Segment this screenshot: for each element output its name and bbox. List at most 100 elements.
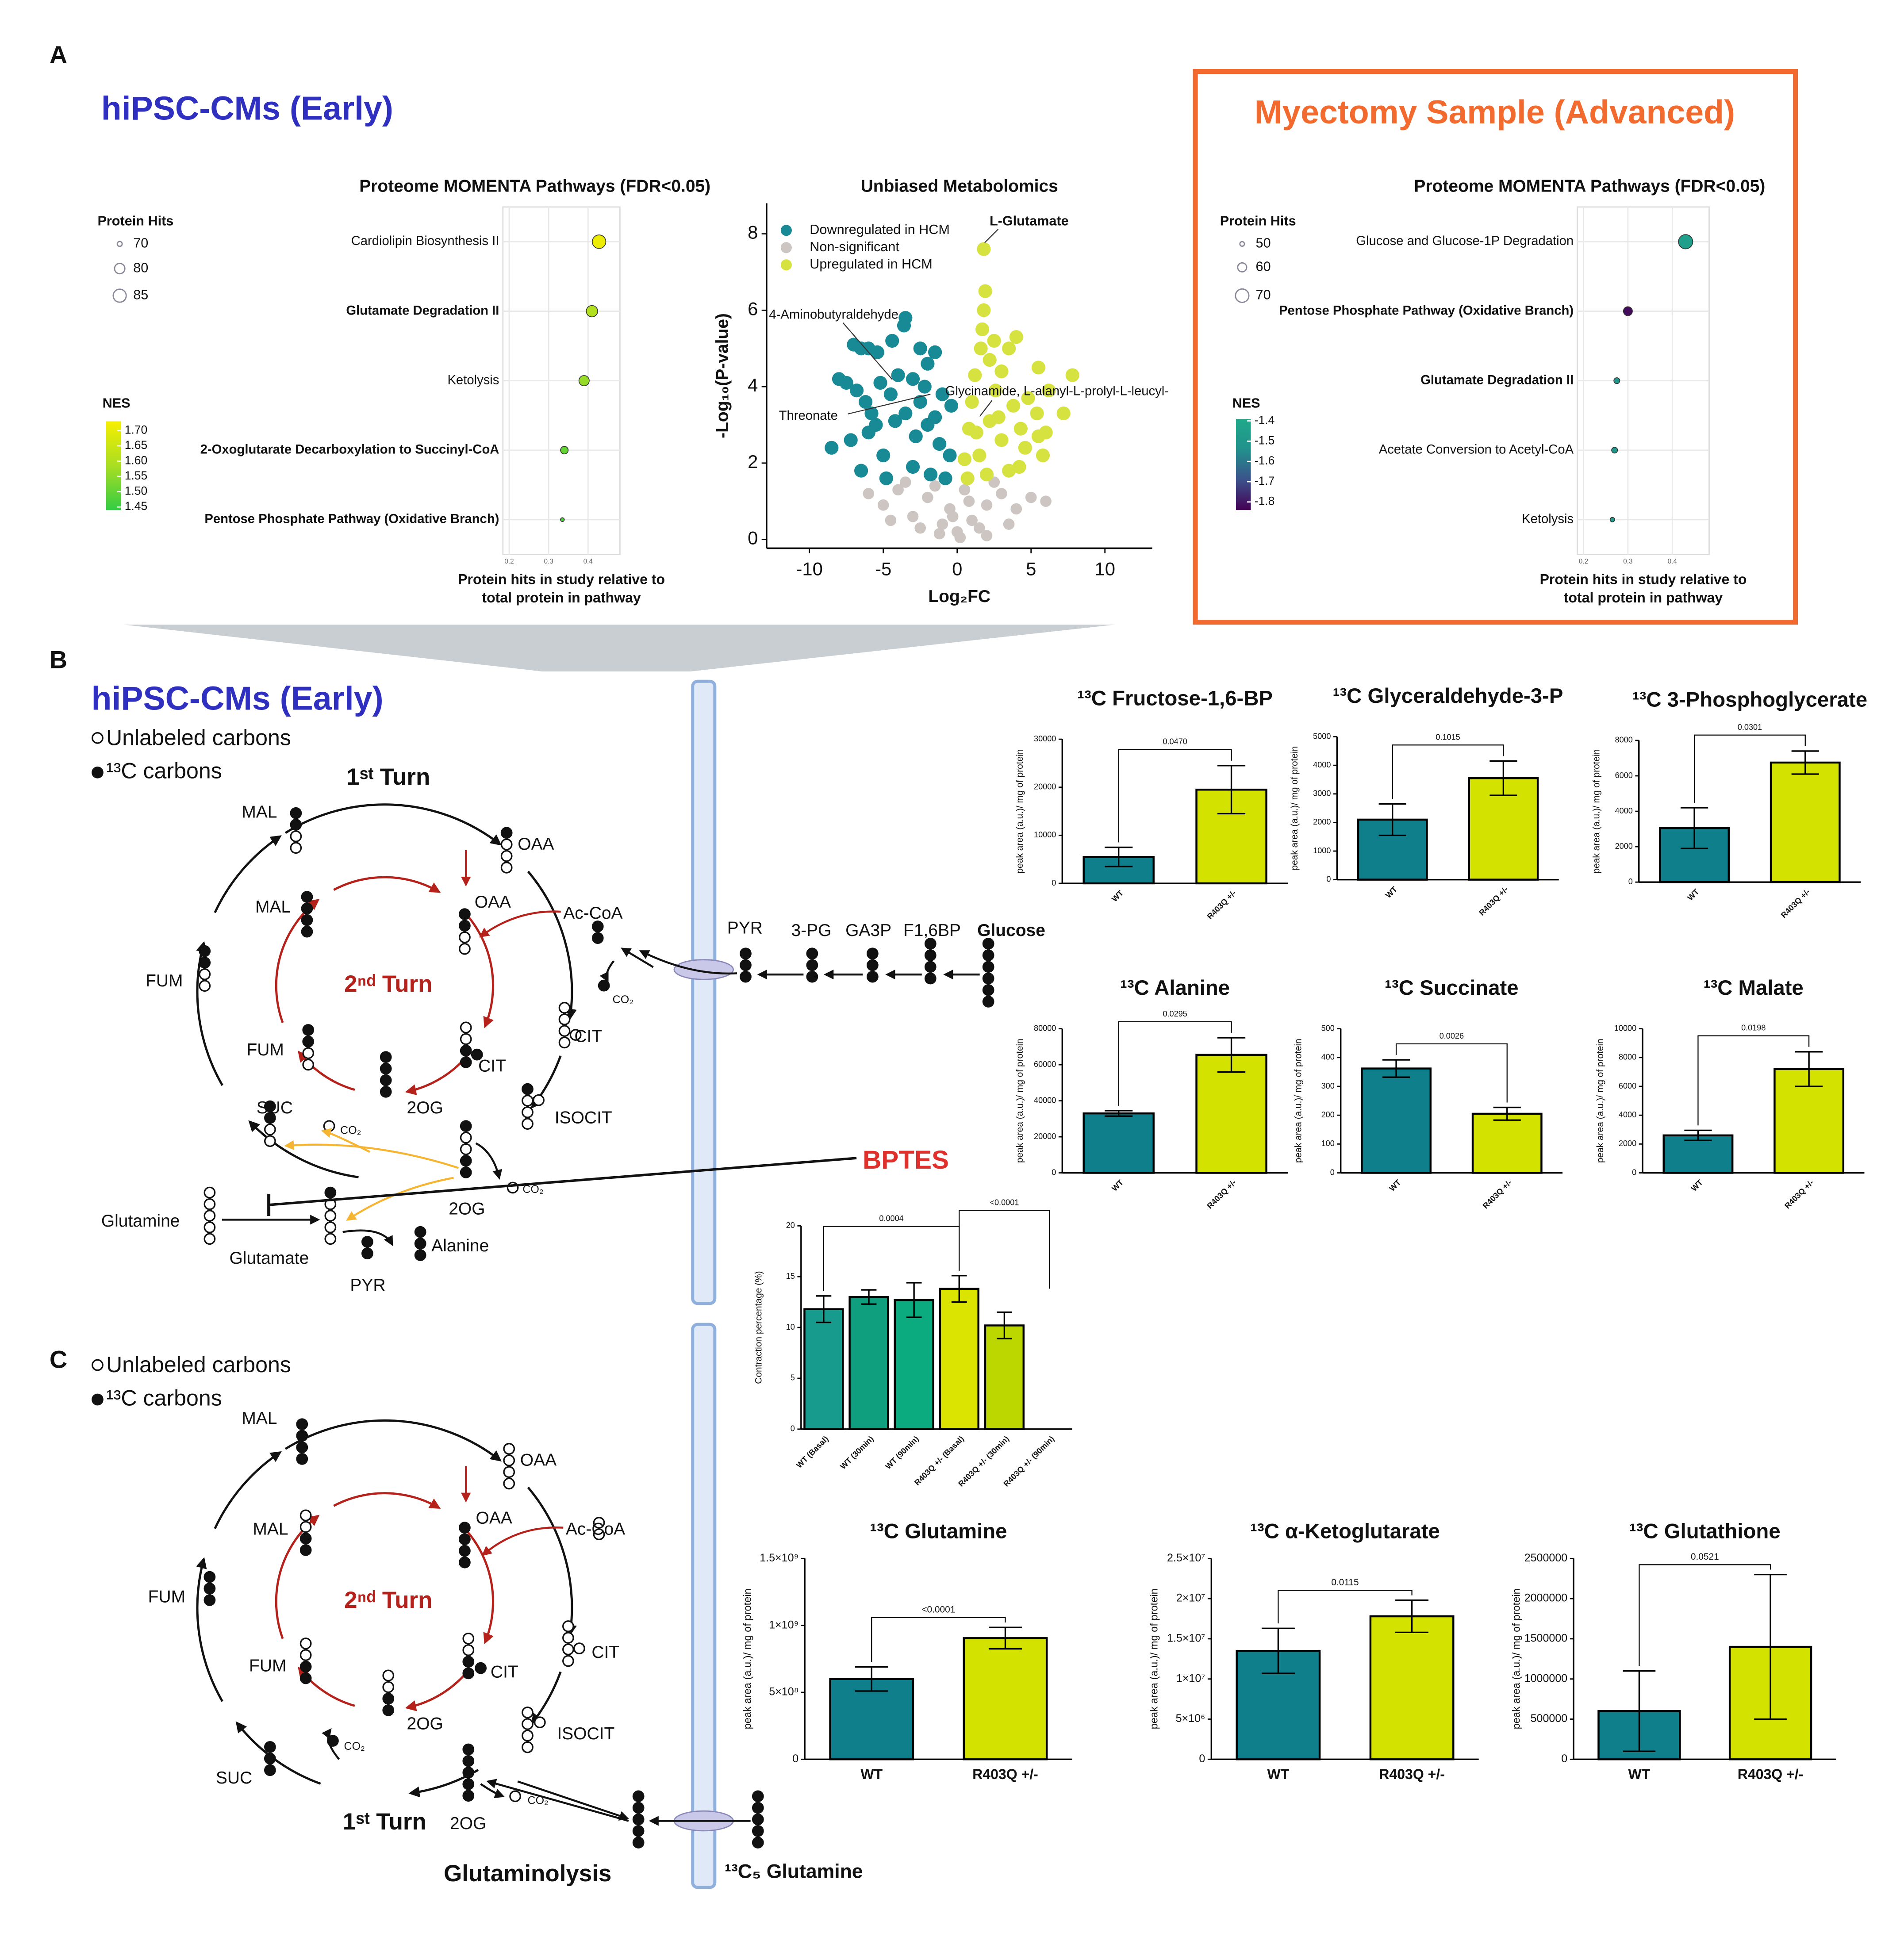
bar: [829, 1678, 914, 1760]
arrow: [321, 1128, 370, 1153]
y-tick-label: 4000: [1615, 806, 1633, 815]
point: [996, 488, 1007, 499]
colorbar-label: -1.7: [1255, 474, 1275, 487]
point: [928, 410, 942, 424]
diagram-label: CO₂: [613, 993, 633, 1006]
x-tick-label: WT: [1267, 1766, 1289, 1782]
x-tick-label: WT: [860, 1766, 883, 1782]
carbon-unlabeled: [562, 1643, 574, 1656]
carbon-unlabeled: [92, 1359, 104, 1371]
carbon-labeled: [264, 1764, 276, 1776]
y-tick-label: 80000: [1034, 1024, 1056, 1032]
carbon-unlabeled: [522, 1094, 534, 1107]
chart-title: ¹³C Alanine: [1120, 976, 1230, 1000]
y-tick-label: 10: [786, 1323, 795, 1331]
point: [929, 480, 941, 492]
point: [1013, 422, 1028, 436]
carbon-labeled: [462, 1766, 475, 1779]
point: [839, 376, 853, 390]
chart-title: ¹³C α-Ketoglutarate: [1250, 1519, 1440, 1543]
carbon-labeled: [460, 1154, 472, 1167]
membrane: [691, 1323, 717, 1889]
legend-label: 50: [1256, 236, 1271, 251]
arrow: [214, 1451, 282, 1529]
carbon-unlabeled: [302, 1047, 315, 1059]
point: [859, 395, 873, 409]
carbon-unlabeled: [569, 1029, 582, 1041]
y-tick-label: 3000: [1313, 789, 1331, 798]
carbon-unlabeled: [199, 980, 211, 992]
carbon-unlabeled: [503, 1477, 515, 1490]
legend-marker: [780, 259, 792, 271]
arrow: [527, 1486, 577, 1636]
carbon-labeled: [301, 925, 313, 938]
leader-line: [848, 394, 931, 414]
point: [966, 514, 978, 526]
diagram-label: FUM: [146, 971, 183, 990]
category-label: Glutamate Degradation II: [346, 303, 499, 318]
y-axis-label: peak area (a.u.)/ mg of protein: [1595, 1039, 1605, 1163]
diagram-label: MAL: [255, 897, 291, 917]
point: [1036, 448, 1050, 463]
y-tick-label: 5: [791, 1373, 795, 1382]
y-tick-label: 5×10⁶: [1176, 1712, 1205, 1725]
legend-label: ¹³C carbons: [106, 1385, 222, 1410]
x-tick-label: R403Q +/-: [972, 1766, 1038, 1782]
point: [977, 303, 991, 317]
legend-label: Unlabeled carbons: [106, 1352, 291, 1377]
carbon-unlabeled: [290, 842, 302, 854]
carbon-unlabeled: [382, 1669, 395, 1682]
carbon-unlabeled: [460, 1021, 472, 1034]
carbon-labeled: [324, 1186, 337, 1199]
carbon-labeled: [806, 959, 818, 971]
point: [975, 322, 990, 337]
y-tick-label: 6000: [1615, 771, 1633, 780]
significance-bracket: [1639, 1564, 1771, 1666]
carbon-labeled: [92, 766, 104, 779]
point: [977, 242, 991, 256]
legend-label: Non-significant: [810, 239, 899, 254]
point: [973, 522, 985, 534]
carbon-labeled: [982, 972, 994, 985]
carbon-unlabeled: [264, 1135, 276, 1147]
carbon-unlabeled: [299, 1509, 312, 1522]
category-label: Ketolysis: [447, 373, 499, 387]
significance-bracket: [1693, 734, 1806, 803]
carbon-labeled: [459, 1522, 471, 1534]
highlight-box: [1193, 69, 1798, 625]
carbon-unlabeled: [562, 1655, 574, 1667]
diagram-label: CO₂: [340, 1124, 361, 1136]
carbon-labeled: [460, 1044, 472, 1057]
arrow: [284, 1140, 459, 1169]
diagram-label: Glutaminolysis: [444, 1860, 611, 1887]
bar: [1662, 1134, 1734, 1174]
x-tick-label: 10: [1094, 559, 1115, 579]
arrow: [599, 960, 615, 983]
bar: [848, 1296, 889, 1431]
chart-title: Unbiased Metabolomics: [861, 177, 1058, 196]
x-tick-label: WT: [1628, 1766, 1651, 1782]
carbon-labeled: [299, 1544, 312, 1556]
bar: [963, 1637, 1048, 1760]
point: [1065, 368, 1079, 382]
carbon-labeled: [299, 1672, 312, 1684]
y-axis-label: peak area (a.u.)/ mg of protein: [1015, 749, 1025, 874]
carbon-unlabeled: [324, 1233, 337, 1245]
annotation: Glycinamide, L-alanyl-L-prolyl-L-leucyl-: [945, 384, 1169, 398]
arrow: [621, 947, 654, 968]
carbon-unlabeled: [558, 1001, 571, 1014]
category-label: Pentose Phosphate Pathway (Oxidative Bra…: [204, 512, 499, 526]
diagram-label: 1ˢᵗ Turn: [343, 1809, 426, 1835]
y-tick-label: 400: [1321, 1053, 1335, 1062]
category-label: Ketolysis: [1522, 512, 1574, 526]
legend-label: Upregulated in HCM: [810, 257, 932, 272]
category-label: 2-Oxoglutarate Decarboxylation to Succin…: [200, 442, 499, 456]
colorbar-label: -1.6: [1255, 454, 1275, 467]
carbon-unlabeled: [462, 1632, 475, 1645]
x-tick-label: 0.3: [1623, 558, 1632, 565]
point: [921, 357, 935, 371]
carbon-unlabeled: [459, 931, 471, 943]
point: [1002, 464, 1016, 478]
carbon-labeled: [632, 1813, 645, 1826]
